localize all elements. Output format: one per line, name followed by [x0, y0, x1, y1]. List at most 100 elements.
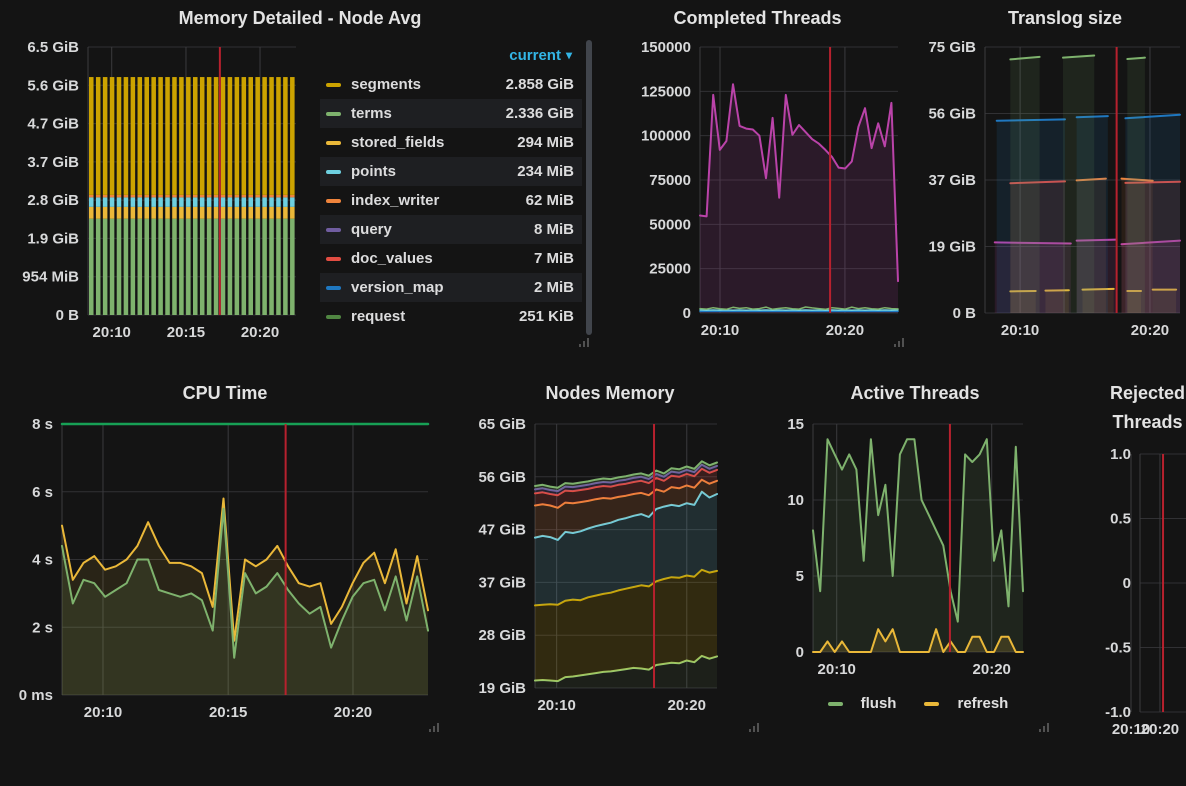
bar-segment-points — [116, 197, 122, 207]
bar-segment-segments — [165, 77, 170, 195]
legend-row-doc_values[interactable]: doc_values 7 MiB — [320, 244, 582, 273]
bar-segment-segments — [276, 77, 281, 195]
panel-resize-handle-icon[interactable] — [749, 719, 761, 737]
legend-current-value: 62 MiB — [525, 192, 574, 209]
panel-title[interactable]: Completed Threads — [673, 8, 842, 28]
x-tick-label: 20:10 — [818, 661, 856, 678]
memory-detailed-chart: 0 B 954 MiB 1.9 GiB 2.8 GiB 3.7 GiB 4.7 GiB 5.… — [22, 39, 296, 341]
legend-row-points[interactable]: points 234 MiB — [320, 157, 582, 186]
bar-segment-segments — [227, 77, 233, 195]
legend-label: version_map — [351, 279, 444, 296]
x-tick-label: 20:10 — [1112, 721, 1150, 738]
legend-item-flush[interactable]: flush — [827, 695, 896, 712]
bar-segment-terms — [172, 218, 177, 315]
legend-row-version_map[interactable]: version_map 2 MiB — [320, 273, 582, 302]
bar-segment-segments — [193, 77, 198, 195]
bar-segment-segments — [158, 77, 163, 195]
legend-row-terms[interactable]: terms 2.336 GiB — [320, 99, 582, 128]
bar-segment-terms — [158, 218, 163, 315]
y-tick-label: 19 GiB — [478, 680, 526, 697]
bar-segment-points — [193, 197, 198, 207]
y-tick-label: 50000 — [649, 216, 691, 233]
legend-row-request[interactable]: request 251 KiB — [320, 302, 582, 331]
bar-segment-segments — [172, 77, 177, 195]
bar-segment-index_writer — [213, 194, 219, 198]
bar-segment-points — [234, 197, 240, 207]
bar-segment-stored_fields — [102, 206, 108, 219]
panel-completed-threads: Completed Threads 0 25000 50000 75000 100000… — [600, 0, 915, 362]
panel-resize-handle-icon[interactable] — [1039, 719, 1051, 737]
legend-row-query[interactable]: query 8 MiB — [320, 215, 582, 244]
bar-segment-terms — [130, 218, 136, 315]
bar-segment-index_writer — [255, 194, 260, 198]
legend-swatch — [326, 140, 341, 145]
y-tick-label: 25000 — [649, 261, 691, 278]
bar-segment-points — [276, 197, 281, 207]
panel-title[interactable]: Active Threads — [850, 383, 980, 403]
panel-title[interactable]: Memory Detailed - Node Avg — [178, 8, 422, 28]
panel-resize-handle-icon[interactable] — [429, 719, 441, 737]
bar-segment-segments — [262, 77, 267, 195]
bar-segment-stored_fields — [95, 206, 101, 219]
bar-segment-segments — [109, 77, 115, 195]
bar-segment-terms — [151, 218, 156, 315]
series-mem-lightgreen — [534, 654, 718, 688]
bar-segment-index_writer — [89, 194, 94, 198]
series-mem-green — [534, 460, 718, 492]
bar-segment-stored_fields — [290, 206, 295, 219]
bar-segment-terms — [213, 218, 219, 315]
legend-swatch — [827, 701, 843, 706]
panel-translog-size: Translog size 0 B 19 GiB 37 GiB 56 GiB 75 Gi… — [915, 0, 1186, 362]
bar-segment-index_writer — [144, 194, 149, 198]
series-blue — [995, 113, 1181, 314]
bar-segment-stored_fields — [137, 206, 143, 219]
panel-title[interactable]: Translog size — [1007, 8, 1123, 28]
bar-segment-points — [137, 197, 143, 207]
nodes-memory-chart: 19 GiB 28 GiB 37 GiB 47 GiB 56 GiB 65 GiB 20:1… — [478, 416, 718, 714]
panel-nodes-memory: Nodes Memory 19 GiB 28 GiB 37 GiB 47 GiB 56 … — [450, 375, 770, 747]
legend-row-index_writer[interactable]: index_writer 62 MiB — [320, 186, 582, 215]
legend-row-stored_fields[interactable]: stored_fields 294 MiB — [320, 128, 582, 157]
bar-segment-stored_fields — [193, 206, 198, 219]
bar-segment-stored_fields — [269, 206, 274, 219]
y-tick-label: 1.0 — [1110, 446, 1131, 463]
bar-segment-index_writer — [172, 194, 177, 198]
bar-segment-stored_fields — [130, 206, 136, 219]
panel-memory-detailed: Memory Detailed - Node Avg 0 B 954 MiB 1.9… — [0, 0, 600, 362]
panel-title[interactable]: Nodes Memory — [545, 383, 675, 403]
bar-segment-segments — [234, 77, 240, 195]
panel-title[interactable]: CPU Time — [182, 383, 268, 403]
legend-sort-header[interactable]: current ▾ — [320, 40, 582, 70]
y-tick-label: -1.0 — [1105, 704, 1131, 721]
bar-segment-points — [220, 197, 226, 207]
bar-segment-segments — [199, 77, 205, 195]
bar-segment-stored_fields — [262, 206, 267, 219]
panel-title[interactable]: Rejected Threads — [1109, 383, 1186, 432]
legend-scrollbar[interactable] — [586, 40, 592, 335]
series-mem-violet — [534, 463, 718, 496]
bar-segment-stored_fields — [186, 206, 191, 219]
y-tick-label: 37 GiB — [478, 574, 526, 591]
bar-segment-terms — [262, 218, 267, 315]
bar-segment-segments — [89, 77, 94, 195]
y-tick-label: 2.8 GiB — [27, 192, 79, 209]
bar-segment-index_writer — [241, 194, 247, 198]
panel-resize-handle-icon[interactable] — [579, 334, 591, 352]
legend-row-segments[interactable]: segments 2.858 GiB — [320, 70, 582, 99]
y-tick-label: 0 — [796, 644, 804, 661]
bar-segment-points — [89, 197, 94, 207]
bar-segment-index_writer — [116, 194, 122, 198]
panel-resize-handle-icon[interactable] — [894, 334, 906, 352]
bar-segment-index_writer — [248, 194, 253, 198]
active-threads-chart: 0 5 10 15 20:10 20:20 — [787, 416, 1024, 678]
x-tick-label: 20:20 — [668, 697, 706, 714]
bar-segment-index_writer — [269, 194, 274, 198]
bar-segment-stored_fields — [89, 206, 94, 219]
legend-current-value: 7 MiB — [533, 250, 574, 267]
bar-segment-points — [158, 197, 163, 207]
legend-item-refresh[interactable]: refresh — [924, 695, 1008, 712]
bar-segment-stored_fields — [172, 206, 177, 219]
y-tick-label: 6.5 GiB — [27, 39, 79, 56]
legend-label: query — [351, 221, 392, 238]
